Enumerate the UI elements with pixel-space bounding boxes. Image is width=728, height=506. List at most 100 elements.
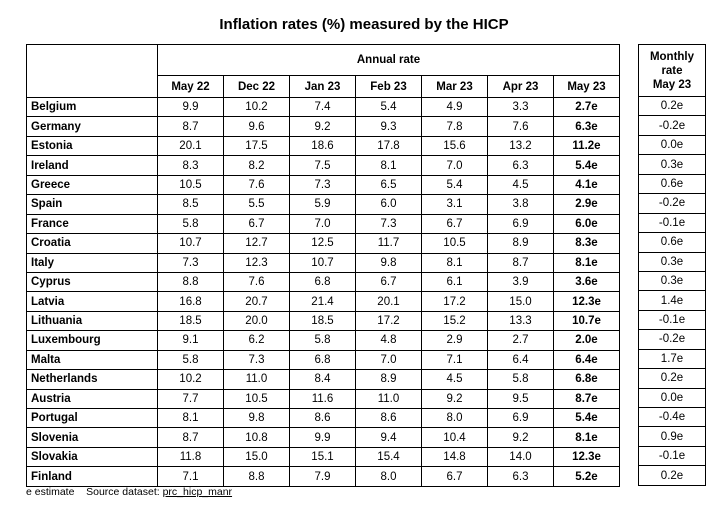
rate-cell: 9.9	[157, 96, 224, 118]
country-name: Estonia	[26, 135, 158, 157]
table-row: 0.2e	[638, 95, 706, 117]
table-row: Spain 8.5 5.5 5.9 6.0 3.1 3.8 2.9e	[26, 194, 620, 215]
table-row: Slovenia 8.7 10.8 9.9 9.4 10.4 9.2 8.1e	[26, 427, 620, 448]
rate-cell: 8.8	[157, 271, 224, 293]
country-name: Italy	[26, 252, 158, 273]
rate-cell: 13.2	[487, 135, 554, 157]
rate-cell: 8.1e	[553, 427, 620, 448]
rate-cell: 7.0	[421, 155, 488, 176]
rate-cell: 6.3	[487, 155, 554, 176]
table-title: Inflation rates (%) measured by the HICP	[219, 16, 509, 33]
rate-cell: 6.9	[487, 213, 554, 235]
rate-cell: 2.7e	[553, 96, 620, 118]
rate-cell: 8.9	[487, 233, 554, 254]
rate-cell: 8.3	[157, 155, 224, 176]
rate-cell: 6.7	[421, 466, 488, 487]
rate-cell: 5.4	[355, 96, 422, 118]
rate-cell: 7.7	[157, 388, 224, 410]
table-row: Latvia 16.8 20.7 21.4 20.1 17.2 15.0 12.3e	[26, 291, 620, 312]
rate-cell: 20.1	[355, 291, 422, 312]
monthly-rate-cell: 0.2e	[638, 368, 706, 389]
monthly-header-line1: Monthly	[649, 50, 695, 63]
rate-cell: 3.6e	[553, 271, 620, 293]
rate-cell: 7.6	[487, 116, 554, 137]
rate-cell: 6.4	[487, 349, 554, 371]
rate-cell: 10.7	[289, 252, 356, 273]
rate-cell: 15.1	[289, 446, 356, 468]
rate-cell: 12.3e	[553, 446, 620, 468]
rate-cell: 5.4e	[553, 155, 620, 176]
table-row: 0.2e	[638, 465, 706, 486]
rate-cell: 9.1	[157, 330, 224, 351]
monthly-rate-body: 0.2e -0.2e 0.0e 0.3e 0.6e -0.2e -0.1e 0.6e 0.3e 0…	[638, 95, 706, 486]
source-dataset-link[interactable]: prc_hicp_manr	[162, 486, 233, 498]
rate-cell: 8.1	[157, 407, 224, 429]
estimate-note: e estimate	[26, 486, 75, 498]
rate-cell: 7.8	[421, 116, 488, 137]
rate-cell: 8.1	[355, 155, 422, 176]
country-name: Greece	[26, 174, 158, 196]
rate-cell: 2.9e	[553, 194, 620, 215]
rate-cell: 7.4	[289, 96, 356, 118]
rate-cell: 10.4	[421, 427, 488, 448]
monthly-rate-header: Monthly rate May 23	[638, 44, 706, 97]
table-row: Slovakia 11.8 15.0 15.1 15.4 14.8 14.0 12.3e	[26, 446, 620, 468]
rate-cell: 3.3	[487, 96, 554, 118]
monthly-rate-cell: 0.0e	[638, 387, 706, 409]
rate-cell: 8.4	[289, 369, 356, 390]
rate-cell: 5.9	[289, 194, 356, 215]
column-header: Feb 23	[355, 75, 422, 98]
rate-cell: 3.1	[421, 194, 488, 215]
rate-cell: 8.3e	[553, 233, 620, 254]
table-row: -0.4e	[638, 406, 706, 428]
monthly-rate-cell: -0.2e	[638, 193, 706, 214]
country-name: Cyprus	[26, 271, 158, 293]
rate-cell: 8.6	[355, 407, 422, 429]
country-name: Netherlands	[26, 369, 158, 390]
country-name: Luxembourg	[26, 330, 158, 351]
table-row: 0.6e	[638, 173, 706, 195]
table-row: 1.7e	[638, 348, 706, 370]
rate-cell: 5.8	[487, 369, 554, 390]
monthly-rate-cell: 0.3e	[638, 270, 706, 292]
country-name: Belgium	[26, 96, 158, 118]
rate-cell: 20.7	[223, 291, 290, 312]
rate-cell: 5.4	[421, 174, 488, 196]
rate-cell: 2.0e	[553, 330, 620, 351]
rate-cell: 20.0	[223, 310, 290, 332]
column-header: May 22	[157, 75, 224, 98]
rate-cell: 8.0	[421, 407, 488, 429]
country-name: Portugal	[26, 407, 158, 429]
rate-cell: 9.3	[355, 116, 422, 137]
rate-cell: 2.9	[421, 330, 488, 351]
table-row: Ireland 8.3 8.2 7.5 8.1 7.0 6.3 5.4e	[26, 155, 620, 176]
rate-cell: 6.5	[355, 174, 422, 196]
monthly-rate-cell: 0.2e	[638, 95, 706, 117]
monthly-rate-cell: -0.2e	[638, 115, 706, 136]
table-row: Luxembourg 9.1 6.2 5.8 4.8 2.9 2.7 2.0e	[26, 330, 620, 351]
column-header: Jan 23	[289, 75, 356, 98]
rate-cell: 14.8	[421, 446, 488, 468]
rate-cell: 10.5	[157, 174, 224, 196]
table-row: Malta 5.8 7.3 6.8 7.0 7.1 6.4 6.4e	[26, 349, 620, 371]
table-row: -0.2e	[638, 329, 706, 350]
monthly-rate-cell: 1.4e	[638, 290, 706, 311]
rate-cell: 6.0	[355, 194, 422, 215]
rate-cell: 8.6	[289, 407, 356, 429]
rate-cell: 5.2e	[553, 466, 620, 487]
rate-cell: 6.8	[289, 271, 356, 293]
rate-cell: 7.3	[223, 349, 290, 371]
column-header: Mar 23	[421, 75, 488, 98]
rate-cell: 12.7	[223, 233, 290, 254]
rate-cell: 8.7	[157, 427, 224, 448]
rate-cell: 11.7	[355, 233, 422, 254]
rate-cell: 4.9	[421, 96, 488, 118]
country-name: Latvia	[26, 291, 158, 312]
country-name: Croatia	[26, 233, 158, 254]
country-name: Ireland	[26, 155, 158, 176]
column-header-row: May 22 Dec 22 Jan 23 Feb 23 Mar 23 Apr 23 May …	[27, 75, 620, 98]
monthly-rate-table: Monthly rate May 23 0.2e -0.2e 0.0e 0.3e 0.6…	[638, 44, 706, 486]
table-row: Finland 7.1 8.8 7.9 8.0 6.7 6.3 5.2e	[26, 466, 620, 487]
monthly-rate-cell: -0.1e	[638, 212, 706, 234]
table-row: 1.4e	[638, 290, 706, 311]
